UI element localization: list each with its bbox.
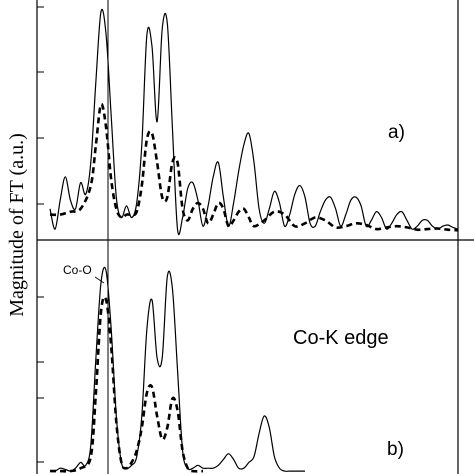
panel-a-solid-series xyxy=(49,8,458,236)
panel-b-solid-series xyxy=(49,266,305,472)
panel-b-group xyxy=(49,266,305,473)
panel-a-dashed-series xyxy=(49,102,458,232)
panel-a-group xyxy=(49,8,458,236)
co-k-edge-label: Co-K edge xyxy=(293,327,389,349)
y-axis-label: Magnitude of FT (a.u.) xyxy=(6,133,28,317)
panel-b-dashed-series xyxy=(49,295,204,473)
panel-label-a: a) xyxy=(388,122,405,143)
co-o-label: Co-O xyxy=(63,263,92,277)
panel-label-b: b) xyxy=(387,439,404,460)
co-o-leader xyxy=(94,276,105,284)
plot-area xyxy=(49,8,458,473)
chart-frame xyxy=(36,0,474,474)
